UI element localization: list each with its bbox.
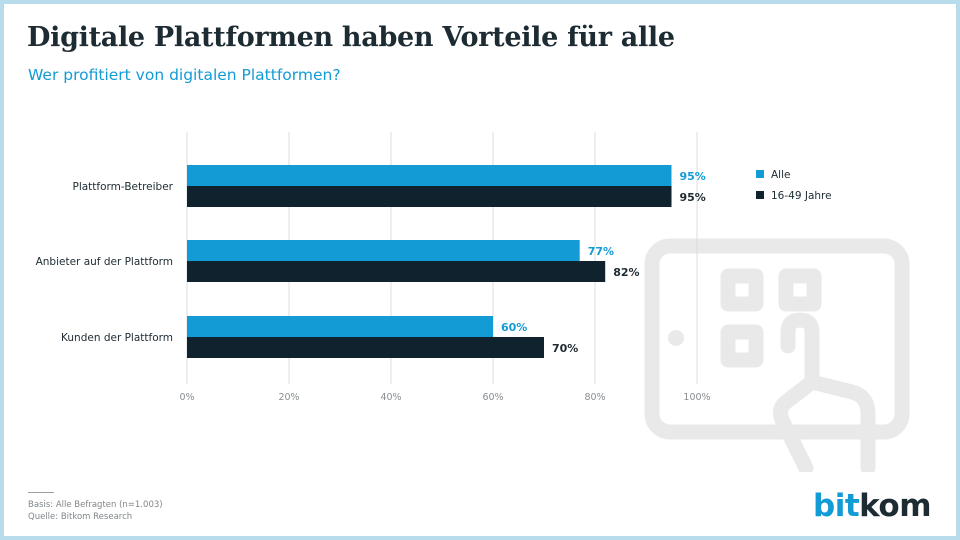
category-label-0: Plattform-Betreiber xyxy=(73,181,174,193)
label-layer: Plattform-Betreiber 95% 95% Anbieter auf de… xyxy=(36,170,706,355)
legend-label-alle: Alle xyxy=(771,169,790,181)
logo-part-kom: kom xyxy=(859,488,932,524)
x-tick-label-40: 40% xyxy=(380,392,401,403)
category-label-1: Anbieter auf der Plattform xyxy=(36,256,173,268)
bitkom-logo: bitkom xyxy=(813,488,932,524)
legend: Alle 16-49 Jahre xyxy=(756,169,832,202)
value-label-alle-1: 77% xyxy=(588,245,614,258)
footer-basis: Basis: Alle Befragten (n=1.003) xyxy=(28,500,163,510)
value-label-16-49-1: 82% xyxy=(613,266,639,279)
value-label-16-49-0: 95% xyxy=(680,191,706,204)
footer-source: Quelle: Bitkom Research xyxy=(28,512,133,522)
legend-swatch-alle xyxy=(756,170,764,178)
value-label-alle-2: 60% xyxy=(501,321,527,334)
x-tick-label-20: 20% xyxy=(278,392,299,403)
bar-alle-2 xyxy=(187,316,493,337)
x-tick-label-60: 60% xyxy=(482,392,503,403)
x-tick-label-80: 80% xyxy=(584,392,605,403)
tablet-touch-watermark-icon xyxy=(644,238,910,472)
chart-title: Digitale Plattformen haben Vorteile für … xyxy=(27,22,675,53)
bar-16-49-0 xyxy=(187,186,672,207)
bar-16-49-2 xyxy=(187,337,544,358)
value-label-16-49-2: 70% xyxy=(552,342,578,355)
bar-layer xyxy=(187,165,672,358)
bar-16-49-1 xyxy=(187,261,606,282)
bar-alle-1 xyxy=(187,240,580,261)
chart-subtitle: Wer profitiert von digitalen Plattformen… xyxy=(28,66,341,84)
category-label-2: Kunden der Plattform xyxy=(61,332,173,344)
legend-swatch-16-49 xyxy=(756,191,764,199)
logo-part-bit: bit xyxy=(813,488,860,524)
x-tick-label-0: 0% xyxy=(179,392,194,403)
x-tick-label-100: 100% xyxy=(683,392,710,403)
bar-alle-0 xyxy=(187,165,672,186)
footer-divider xyxy=(28,492,54,493)
legend-label-16-49: 16-49 Jahre xyxy=(771,190,832,202)
value-label-alle-0: 95% xyxy=(680,170,706,183)
